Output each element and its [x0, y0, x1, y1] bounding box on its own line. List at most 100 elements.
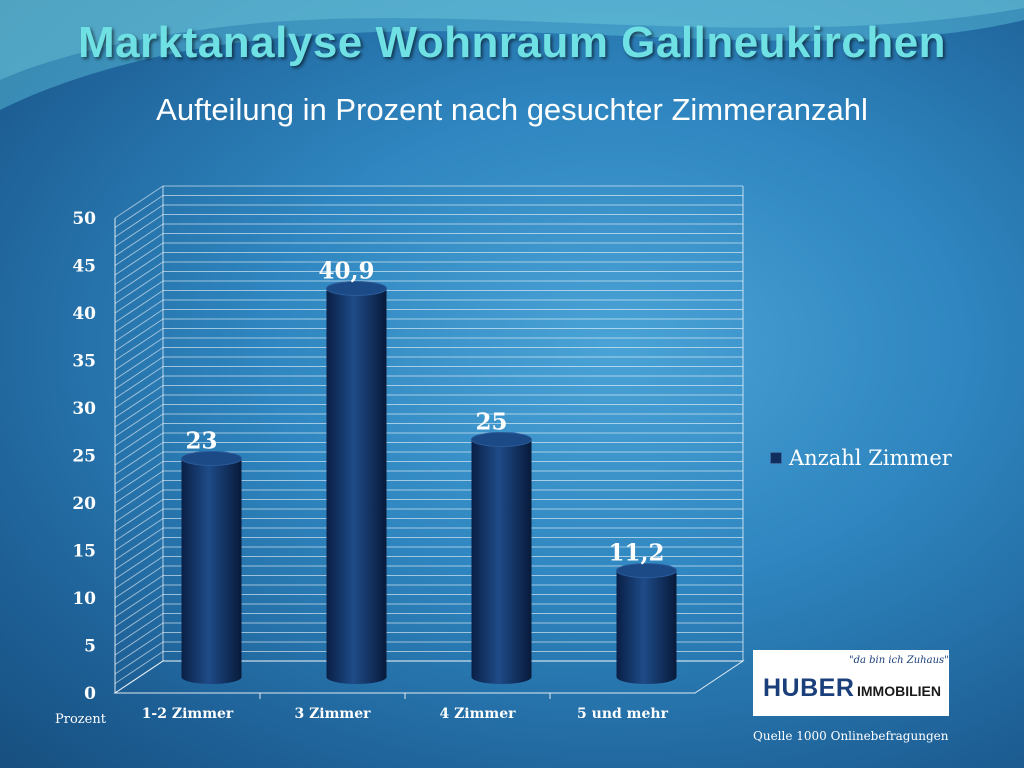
y-tick-label: 35 [72, 352, 96, 372]
source-note: Quelle 1000 Onlinebefragungen [753, 729, 949, 743]
chart-axes [113, 186, 745, 699]
y-tick-label: 15 [72, 542, 96, 562]
grid-line-side [114, 461, 164, 494]
bar-top [471, 432, 532, 447]
x-category-label: 1-2 Zimmer [142, 706, 234, 722]
legend-swatch [770, 452, 782, 464]
page-title: Marktanalyse Wohnraum Gallneukirchen [77, 18, 947, 67]
grid-line-side [114, 366, 164, 399]
grid-line-side [114, 508, 164, 542]
data-label: 11,2 [608, 540, 664, 567]
grid-line-side [114, 556, 164, 589]
bar-3 [471, 432, 532, 685]
grid-line-side [114, 404, 164, 437]
bar-1 [181, 451, 242, 685]
bar-body [471, 439, 532, 685]
logo-brand: HUBER [763, 674, 855, 702]
grid-line-side [114, 641, 164, 675]
x-axis-categories: 1-2 Zimmer 3 Zimmer 4 Zimmer 5 und mehr [142, 706, 669, 722]
logo-suffix: IMMOBILIEN [857, 683, 941, 699]
bar-body [326, 288, 387, 685]
bar-2 [326, 280, 387, 685]
bar-body [181, 458, 242, 685]
bar-top [181, 451, 242, 466]
grid-line-side [114, 537, 164, 570]
y-tick-label: 45 [72, 257, 96, 277]
bar-chart: 0 5 10 15 20 25 30 35 40 45 50 23 40,9 25 11,2 1-2 Zi… [72, 185, 745, 722]
y-axis-ticks: 0 5 10 15 20 25 30 35 40 45 50 [72, 209, 96, 704]
logo-slogan: "da bin ich Zuhaus" [849, 655, 949, 666]
y-tick-label: 20 [72, 494, 96, 514]
x-category-label: 5 und mehr [577, 706, 669, 722]
grid-line-side [114, 252, 164, 285]
floor-plane [113, 660, 745, 694]
page-subtitle: Aufteilung in Prozent nach gesuchter Zim… [156, 92, 868, 127]
bar-body [616, 570, 677, 685]
grid-line-side [114, 613, 164, 646]
grid-line-side [114, 499, 164, 532]
x-category-label: 3 Zimmer [294, 706, 371, 722]
y-tick-label: 0 [84, 684, 96, 704]
grid-line-side [114, 546, 164, 580]
grid-line-side [114, 233, 164, 266]
grid-line-side [114, 413, 164, 447]
y-tick-label: 25 [72, 447, 96, 467]
grid-line-side [114, 584, 164, 618]
grid-line-side [114, 309, 164, 342]
grid-line-side [114, 290, 164, 323]
grid-line-side [114, 385, 164, 418]
grid-line-side [114, 299, 164, 333]
grid-line-side [114, 223, 164, 257]
grid-line-side [114, 470, 164, 504]
y-tick-label: 50 [72, 209, 96, 229]
legend-label: Anzahl Zimmer [789, 446, 952, 470]
y-axis-label: Prozent [55, 712, 106, 727]
grid-line-side [114, 337, 164, 371]
y-tick-label: 30 [72, 399, 96, 419]
grid-line-side [114, 622, 164, 656]
x-category-label: 4 Zimmer [439, 706, 516, 722]
grid-line-side [114, 518, 164, 551]
bar-4 [616, 563, 677, 685]
grid-line-side [114, 594, 164, 627]
grid-line-side [114, 214, 164, 247]
grid-line-side [114, 442, 164, 475]
grid-line-side [114, 575, 164, 608]
grid-line-side [114, 632, 164, 665]
y-tick-label: 40 [72, 304, 96, 324]
grid-line-side [114, 480, 164, 513]
grid-line-side [114, 451, 164, 485]
bar-top [616, 563, 677, 579]
data-labels: 23 40,9 25 11,2 [185, 257, 664, 566]
grid-line-side [114, 375, 164, 409]
chart-legend: Anzahl Zimmer [770, 446, 952, 470]
grid-line-side [114, 603, 164, 637]
data-label: 23 [185, 428, 217, 455]
data-label: 40,9 [318, 257, 374, 284]
grid-line-side [114, 185, 164, 219]
grid-line-side [114, 204, 164, 238]
huber-immobilien-logo: "da bin ich Zuhaus" HUBER IMMOBILIEN [753, 650, 949, 716]
grid-line-side [114, 394, 164, 428]
grid-line-side [114, 271, 164, 304]
bar-top [326, 280, 387, 296]
grid-line-side [114, 195, 164, 228]
grid-line-side [114, 261, 164, 295]
grid-line-side [114, 328, 164, 361]
grid-line-side [114, 423, 164, 456]
grid-line-side [114, 565, 164, 599]
grid-line-side [114, 356, 164, 390]
y-tick-label: 10 [72, 589, 96, 609]
chart-bars [181, 280, 677, 685]
grid-line-side [114, 651, 164, 684]
y-tick-label: 5 [84, 637, 96, 657]
grid-line-side [114, 527, 164, 561]
grid-line-side [114, 432, 164, 466]
grid-line-side [114, 242, 164, 276]
header-swoosh [0, 0, 1024, 110]
grid-line-side [114, 489, 164, 523]
data-label: 25 [475, 409, 507, 436]
grid-line-side [114, 318, 164, 352]
grid-line-side [114, 280, 164, 314]
grid-line-side [114, 347, 164, 380]
